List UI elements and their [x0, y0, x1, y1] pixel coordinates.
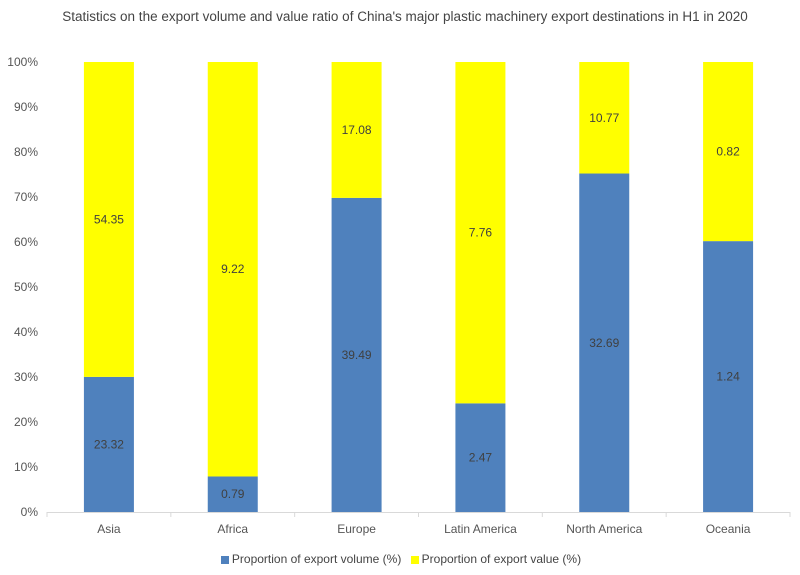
- y-tick-label: 10%: [14, 460, 38, 474]
- legend-swatch-value: [410, 555, 419, 564]
- y-tick-label: 70%: [14, 190, 38, 204]
- bar-value: [579, 62, 630, 174]
- y-tick-label: 40%: [14, 325, 38, 339]
- bar-volume: [703, 241, 754, 512]
- y-tick-label: 30%: [14, 370, 38, 384]
- y-tick-label: 90%: [14, 100, 38, 114]
- x-tick-label: Asia: [97, 522, 121, 536]
- bar-volume: [579, 173, 630, 512]
- x-tick-label: North America: [566, 522, 642, 536]
- y-tick-label: 60%: [14, 235, 38, 249]
- chart-title: Statistics on the export volume and valu…: [62, 9, 748, 24]
- x-tick-label: Oceania: [706, 522, 751, 536]
- data-label: 10.77: [589, 111, 619, 125]
- bar-volume: [455, 403, 506, 512]
- x-tick-label: Europe: [337, 522, 376, 536]
- bar-volume: [207, 476, 258, 512]
- data-label: 7.76: [469, 226, 493, 240]
- legend: Proportion of export volume (%) Proporti…: [0, 552, 800, 566]
- data-label: 1.24: [716, 370, 740, 384]
- legend-label-value: Proportion of export value (%): [421, 552, 582, 566]
- x-tick-label: Latin America: [444, 522, 517, 536]
- legend-item-value: Proportion of export value (%): [409, 552, 581, 566]
- bar-value: [83, 62, 134, 377]
- bar-value: [331, 62, 382, 198]
- data-label: 39.49: [342, 348, 372, 362]
- bar-volume: [83, 376, 134, 512]
- x-tick-label: Africa: [217, 522, 248, 536]
- data-label: 9.22: [221, 262, 245, 276]
- data-label: 0.82: [716, 145, 740, 159]
- data-label: 54.35: [94, 212, 124, 226]
- data-label: 17.08: [342, 123, 372, 137]
- legend-label-volume: Proportion of export volume (%): [231, 552, 402, 566]
- y-tick-label: 20%: [14, 415, 38, 429]
- legend-item-volume: Proportion of export volume (%): [219, 552, 401, 566]
- y-tick-label: 80%: [14, 145, 38, 159]
- data-label: 32.69: [589, 336, 619, 350]
- data-label: 23.32: [94, 437, 124, 451]
- data-label: 0.79: [221, 487, 245, 501]
- data-label: 2.47: [469, 451, 493, 465]
- y-tick-label: 50%: [14, 280, 38, 294]
- legend-swatch-volume: [220, 555, 229, 564]
- bar-value: [207, 62, 258, 477]
- y-tick-label: 0%: [21, 505, 39, 519]
- bar-volume: [331, 197, 382, 512]
- y-tick-label: 100%: [7, 55, 38, 69]
- bar-value: [455, 62, 506, 404]
- bar-value: [703, 62, 754, 242]
